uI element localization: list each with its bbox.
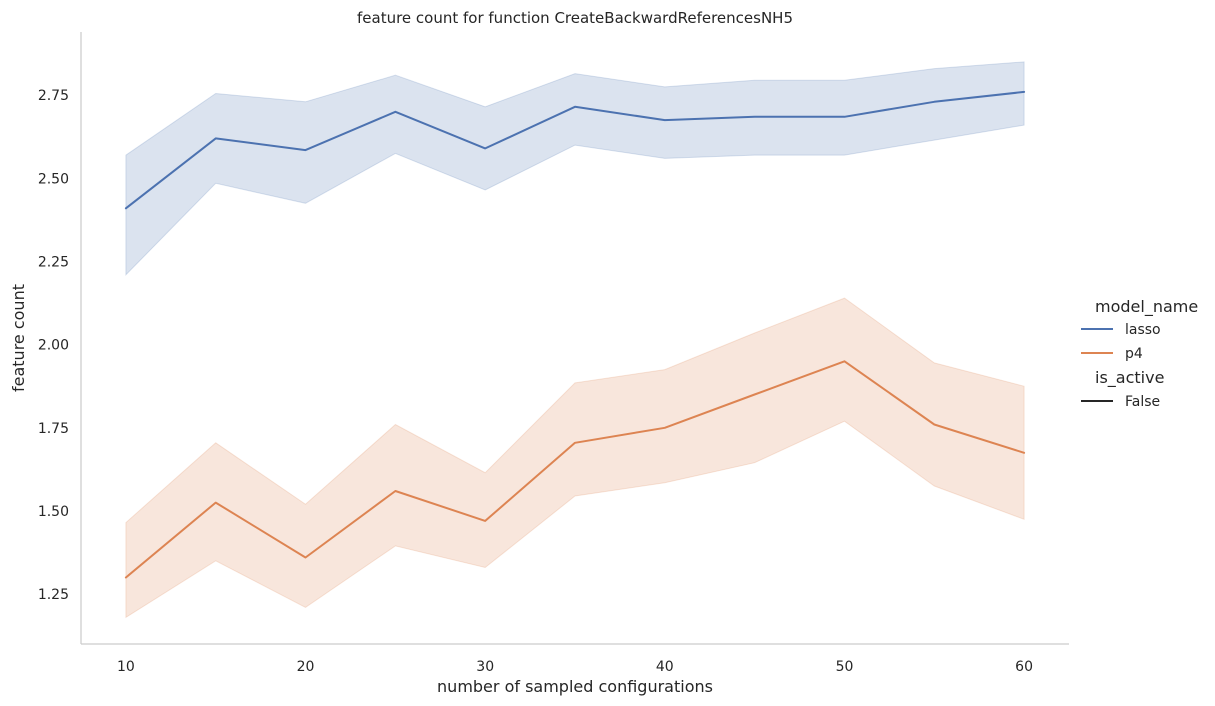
x-tick-label: 30	[476, 659, 494, 675]
y-tick-label: 2.00	[38, 338, 69, 354]
y-tick-labels: 1.25 1.50 1.75 2.00 2.25 2.50 2.75	[38, 88, 69, 603]
legend: model_name lasso p4 is_active False	[1081, 297, 1198, 410]
x-tick-label: 10	[117, 659, 135, 675]
chart-title: feature count for function CreateBackwar…	[357, 9, 793, 27]
y-tick-label: 1.75	[38, 421, 69, 437]
y-tick-label: 2.50	[38, 171, 69, 187]
confidence-band-lasso	[125, 61, 1025, 277]
y-tick-label: 2.25	[38, 255, 69, 271]
x-tick-label: 60	[1015, 659, 1033, 675]
x-axis-label: number of sampled configurations	[437, 677, 713, 696]
y-tick-label: 2.75	[38, 88, 69, 104]
x-tick-label: 50	[836, 659, 854, 675]
legend-entry-lasso: lasso	[1125, 322, 1161, 338]
y-tick-label: 1.50	[38, 504, 69, 520]
legend-entry-p4: p4	[1125, 346, 1143, 362]
x-tick-label: 40	[656, 659, 674, 675]
series-line-lasso	[124, 90, 1026, 210]
y-tick-label: 1.25	[38, 587, 69, 603]
y-axis-label: feature count	[9, 284, 28, 392]
legend-hue-title: model_name	[1095, 297, 1198, 317]
confidence-band-p4	[125, 297, 1025, 619]
series-lines	[124, 90, 1026, 579]
x-tick-labels: 10 20 30 40 50 60	[117, 659, 1033, 675]
legend-entry-false: False	[1125, 394, 1160, 410]
legend-style-title: is_active	[1095, 368, 1164, 388]
x-tick-label: 20	[297, 659, 315, 675]
series-line-p4	[124, 360, 1026, 579]
